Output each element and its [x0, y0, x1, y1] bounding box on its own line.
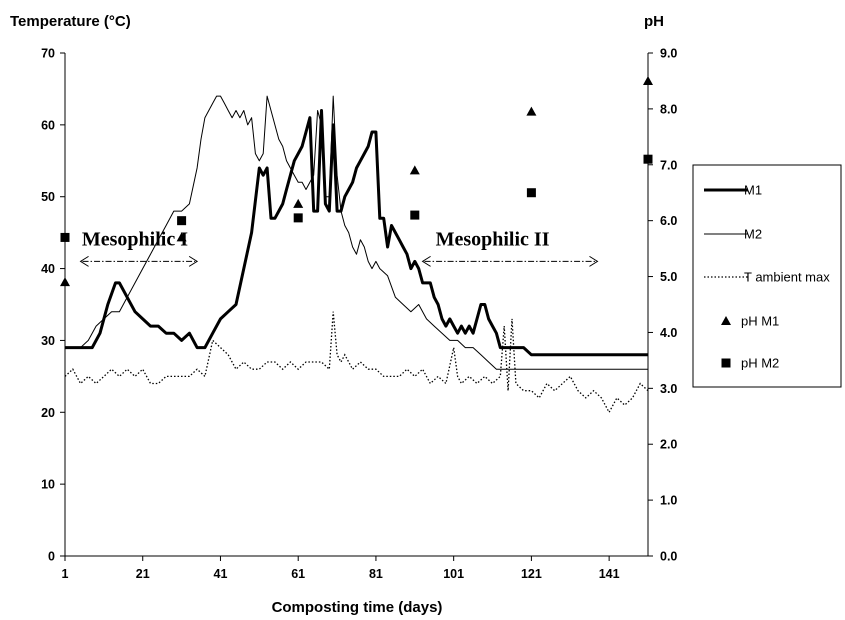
x-tick-label: 21: [136, 567, 150, 581]
y-tick-label: 60: [41, 118, 55, 132]
y-tick-label: 10: [41, 478, 55, 492]
y-tick-label: 20: [41, 406, 55, 420]
y-tick-label: 30: [41, 334, 55, 348]
annotation-1-arrow-head-left: [79, 255, 89, 267]
x-tick-label: 41: [214, 567, 228, 581]
annotation-2-arrow-head-left: [421, 255, 431, 267]
point-ph-m1: [176, 232, 187, 242]
legend-marker-ph-m2: [721, 358, 731, 368]
y2-tick-label: 4.0: [660, 326, 677, 340]
point-ph-m1: [643, 75, 653, 85]
legend: M1 M2 T ambient max pH M1 pH M2: [692, 164, 842, 388]
annotations-group: Mesophilic I Mesophilic II: [79, 229, 599, 267]
series-line-m2: [65, 95, 648, 370]
legend-label-m1: M1: [744, 183, 762, 198]
legend-label-m2: M2: [744, 227, 762, 242]
x-axis-title: Composting time (days): [272, 599, 443, 616]
y2-tick-label: 5.0: [660, 270, 677, 284]
x-tick-label: 121: [521, 567, 542, 581]
ticks-group: 0 10 20 30 40 50 60 70 0.0 1.0 2.0 3.0 4.0 5.0 6.0 7.0 8…: [41, 47, 677, 582]
y2-tick-label: 2.0: [660, 438, 677, 452]
x-tick-label: 61: [291, 567, 305, 581]
annotation-1-label: Mesophilic I: [82, 229, 188, 251]
axes-group: [64, 53, 649, 557]
y2-axis-title: pH: [644, 13, 664, 30]
y-tick-label: 70: [41, 47, 55, 61]
point-ph-m2: [410, 210, 420, 220]
point-ph-m2: [643, 154, 653, 164]
point-ph-m1: [526, 106, 537, 116]
point-ph-m2: [526, 188, 536, 198]
legend-label-ph-m1: pH M1: [741, 314, 779, 329]
x-tick-label: 81: [369, 567, 383, 581]
point-ph-m2: [293, 213, 303, 223]
legend-box: [692, 164, 842, 388]
annotation-1-arrow-head-right: [188, 255, 199, 267]
y2-tick-label: 0.0: [660, 550, 677, 564]
point-ph-m1: [409, 165, 420, 175]
y2-tick-label: 8.0: [660, 102, 677, 116]
legend-marker-ph-m1: [721, 316, 731, 325]
y2-tick-label: 3.0: [660, 382, 677, 396]
annotation-2-label: Mesophilic II: [436, 229, 550, 251]
x-tick-label: 1: [62, 567, 69, 581]
x-tick-label: 101: [443, 567, 464, 581]
x-tick-label: 141: [599, 567, 620, 581]
series-group: [60, 75, 653, 414]
y-axis-title: Temperature (°C): [10, 13, 131, 30]
y2-tick-label: 7.0: [660, 158, 677, 172]
annotation-2-arrow-head-right: [589, 255, 599, 267]
y2-tick-label: 9.0: [660, 47, 677, 61]
point-ph-m2: [60, 232, 70, 242]
legend-label-ph-m2: pH M2: [741, 356, 779, 371]
legend-label-t-ambient-max: T ambient max: [744, 270, 830, 285]
point-ph-m2: [177, 216, 187, 226]
y2-tick-label: 6.0: [660, 214, 677, 228]
y-tick-label: 0: [48, 550, 55, 564]
series-line-m1: [65, 109, 648, 357]
y-tick-label: 50: [41, 190, 55, 204]
y-tick-label: 40: [41, 262, 55, 276]
point-ph-m1: [293, 198, 304, 208]
y2-tick-label: 1.0: [660, 494, 677, 508]
point-ph-m1: [60, 277, 70, 287]
